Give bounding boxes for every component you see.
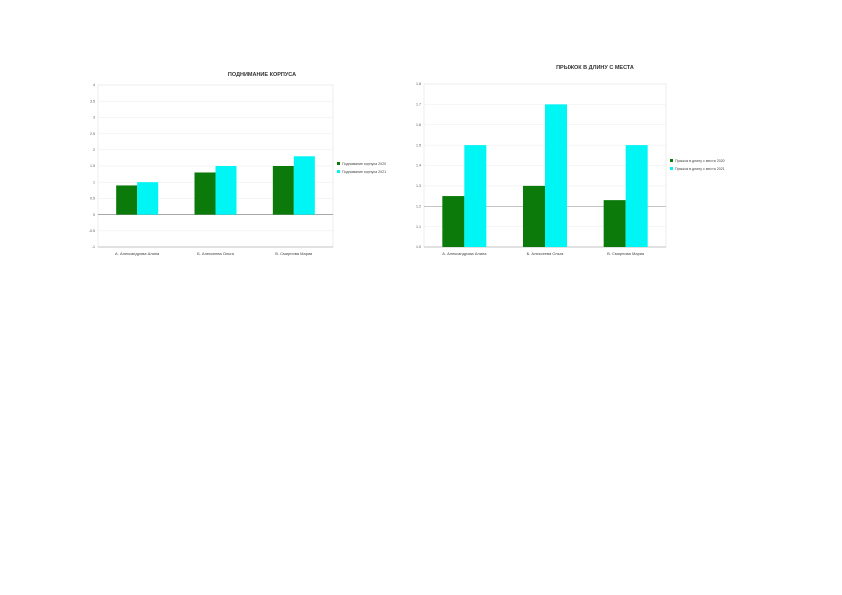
chart-1-bar <box>194 172 216 215</box>
chart-1-y-tick-label: -0.5 <box>89 229 95 233</box>
chart-1-y-tick-label: 1.5 <box>90 164 95 168</box>
chart-1-y-tick-label: 2 <box>93 148 95 152</box>
chart-1-bar <box>137 182 159 215</box>
chart-1-bar <box>272 166 294 215</box>
chart-2-y-tick-label: 1.4 <box>416 164 421 168</box>
chart-2-y-tick-label: 1.8 <box>416 82 421 86</box>
chart-1-y-tick-label: 0.5 <box>90 197 95 201</box>
chart-2-bar <box>464 145 487 247</box>
chart-2-category-label: Б. Алексеева Ольга <box>527 251 565 256</box>
chart-2-category-label: А. Александрова Алина <box>442 251 487 256</box>
chart-2-y-tick-label: 1.6 <box>416 123 421 127</box>
chart-2-bar <box>523 185 545 247</box>
chart-2-title: ПРЫЖОК В ДЛИНУ С МЕСТА <box>556 65 634 71</box>
chart-2-category-label: В. Смирнова Мария <box>607 251 644 256</box>
chart-1-y-tick-label: 3.5 <box>90 99 95 103</box>
chart-2-y-tick-label: 1.7 <box>416 103 421 107</box>
chart-1-bar <box>116 185 138 215</box>
chart-1-category-label: В. Смирнова Мария <box>275 251 312 256</box>
chart-2-y-tick-label: 1.1 <box>416 225 421 229</box>
chart-2-legend-label-2: Прыжок в длину с места 2021 <box>675 167 725 171</box>
chart-2-bar <box>545 104 567 247</box>
chart-1-bar <box>215 166 237 215</box>
chart-2-y-tick-label: 1.0 <box>416 245 421 249</box>
chart-2-y-tick-label: 1.3 <box>416 184 421 188</box>
chart-1-y-tick-label: -1 <box>92 245 95 249</box>
chart-2-legend-swatch-1 <box>670 159 673 162</box>
chart-1: ПОДНИМАНИЕ КОРПУСА -1 -0.5 0 0.5 1 1.5 2 2.5 3 3.… <box>89 72 386 256</box>
chart-1-y-tick-label: 1 <box>93 180 95 184</box>
chart-2-y-tick-label: 1.2 <box>416 204 421 208</box>
chart-1-legend-swatch-1 <box>337 162 340 165</box>
chart-1-category-label: Б. Алексеева Ольга <box>197 251 235 256</box>
chart-1-bar <box>293 156 315 215</box>
chart-1-category-label: А. Александрова Алина <box>115 251 160 256</box>
chart-1-legend: Поднимание корпуса 2020 Поднимание корпу… <box>337 162 386 174</box>
chart-1-y-tick-label: 0 <box>93 213 95 217</box>
chart-2-legend-label-1: Прыжок в длину с места 2020 <box>675 159 725 163</box>
chart-2-bar <box>442 196 465 247</box>
chart-1-legend-label-1: Поднимание корпуса 2020 <box>342 162 386 166</box>
chart-2-legend-swatch-2 <box>670 167 673 170</box>
chart-2-bar <box>625 145 648 247</box>
chart-2: ПРЫЖОК В ДЛИНУ С МЕСТА 1.0 1.1 1.2 1.3 1.4 1.… <box>416 65 725 256</box>
chart-1-y-tick-label: 4 <box>93 83 95 87</box>
chart-1-legend-label-2: Поднимание корпуса 2021 <box>342 170 386 174</box>
chart-1-legend-swatch-2 <box>337 170 340 173</box>
chart-2-y-tick-label: 1.5 <box>416 143 421 147</box>
chart-2-legend: Прыжок в длину с места 2020 Прыжок в дли… <box>670 159 725 171</box>
chart-1-title: ПОДНИМАНИЕ КОРПУСА <box>228 72 296 78</box>
chart-1-y-tick-label: 3 <box>93 116 95 120</box>
chart-2-bar <box>603 200 626 247</box>
chart-1-y-tick-label: 2.5 <box>90 132 95 136</box>
